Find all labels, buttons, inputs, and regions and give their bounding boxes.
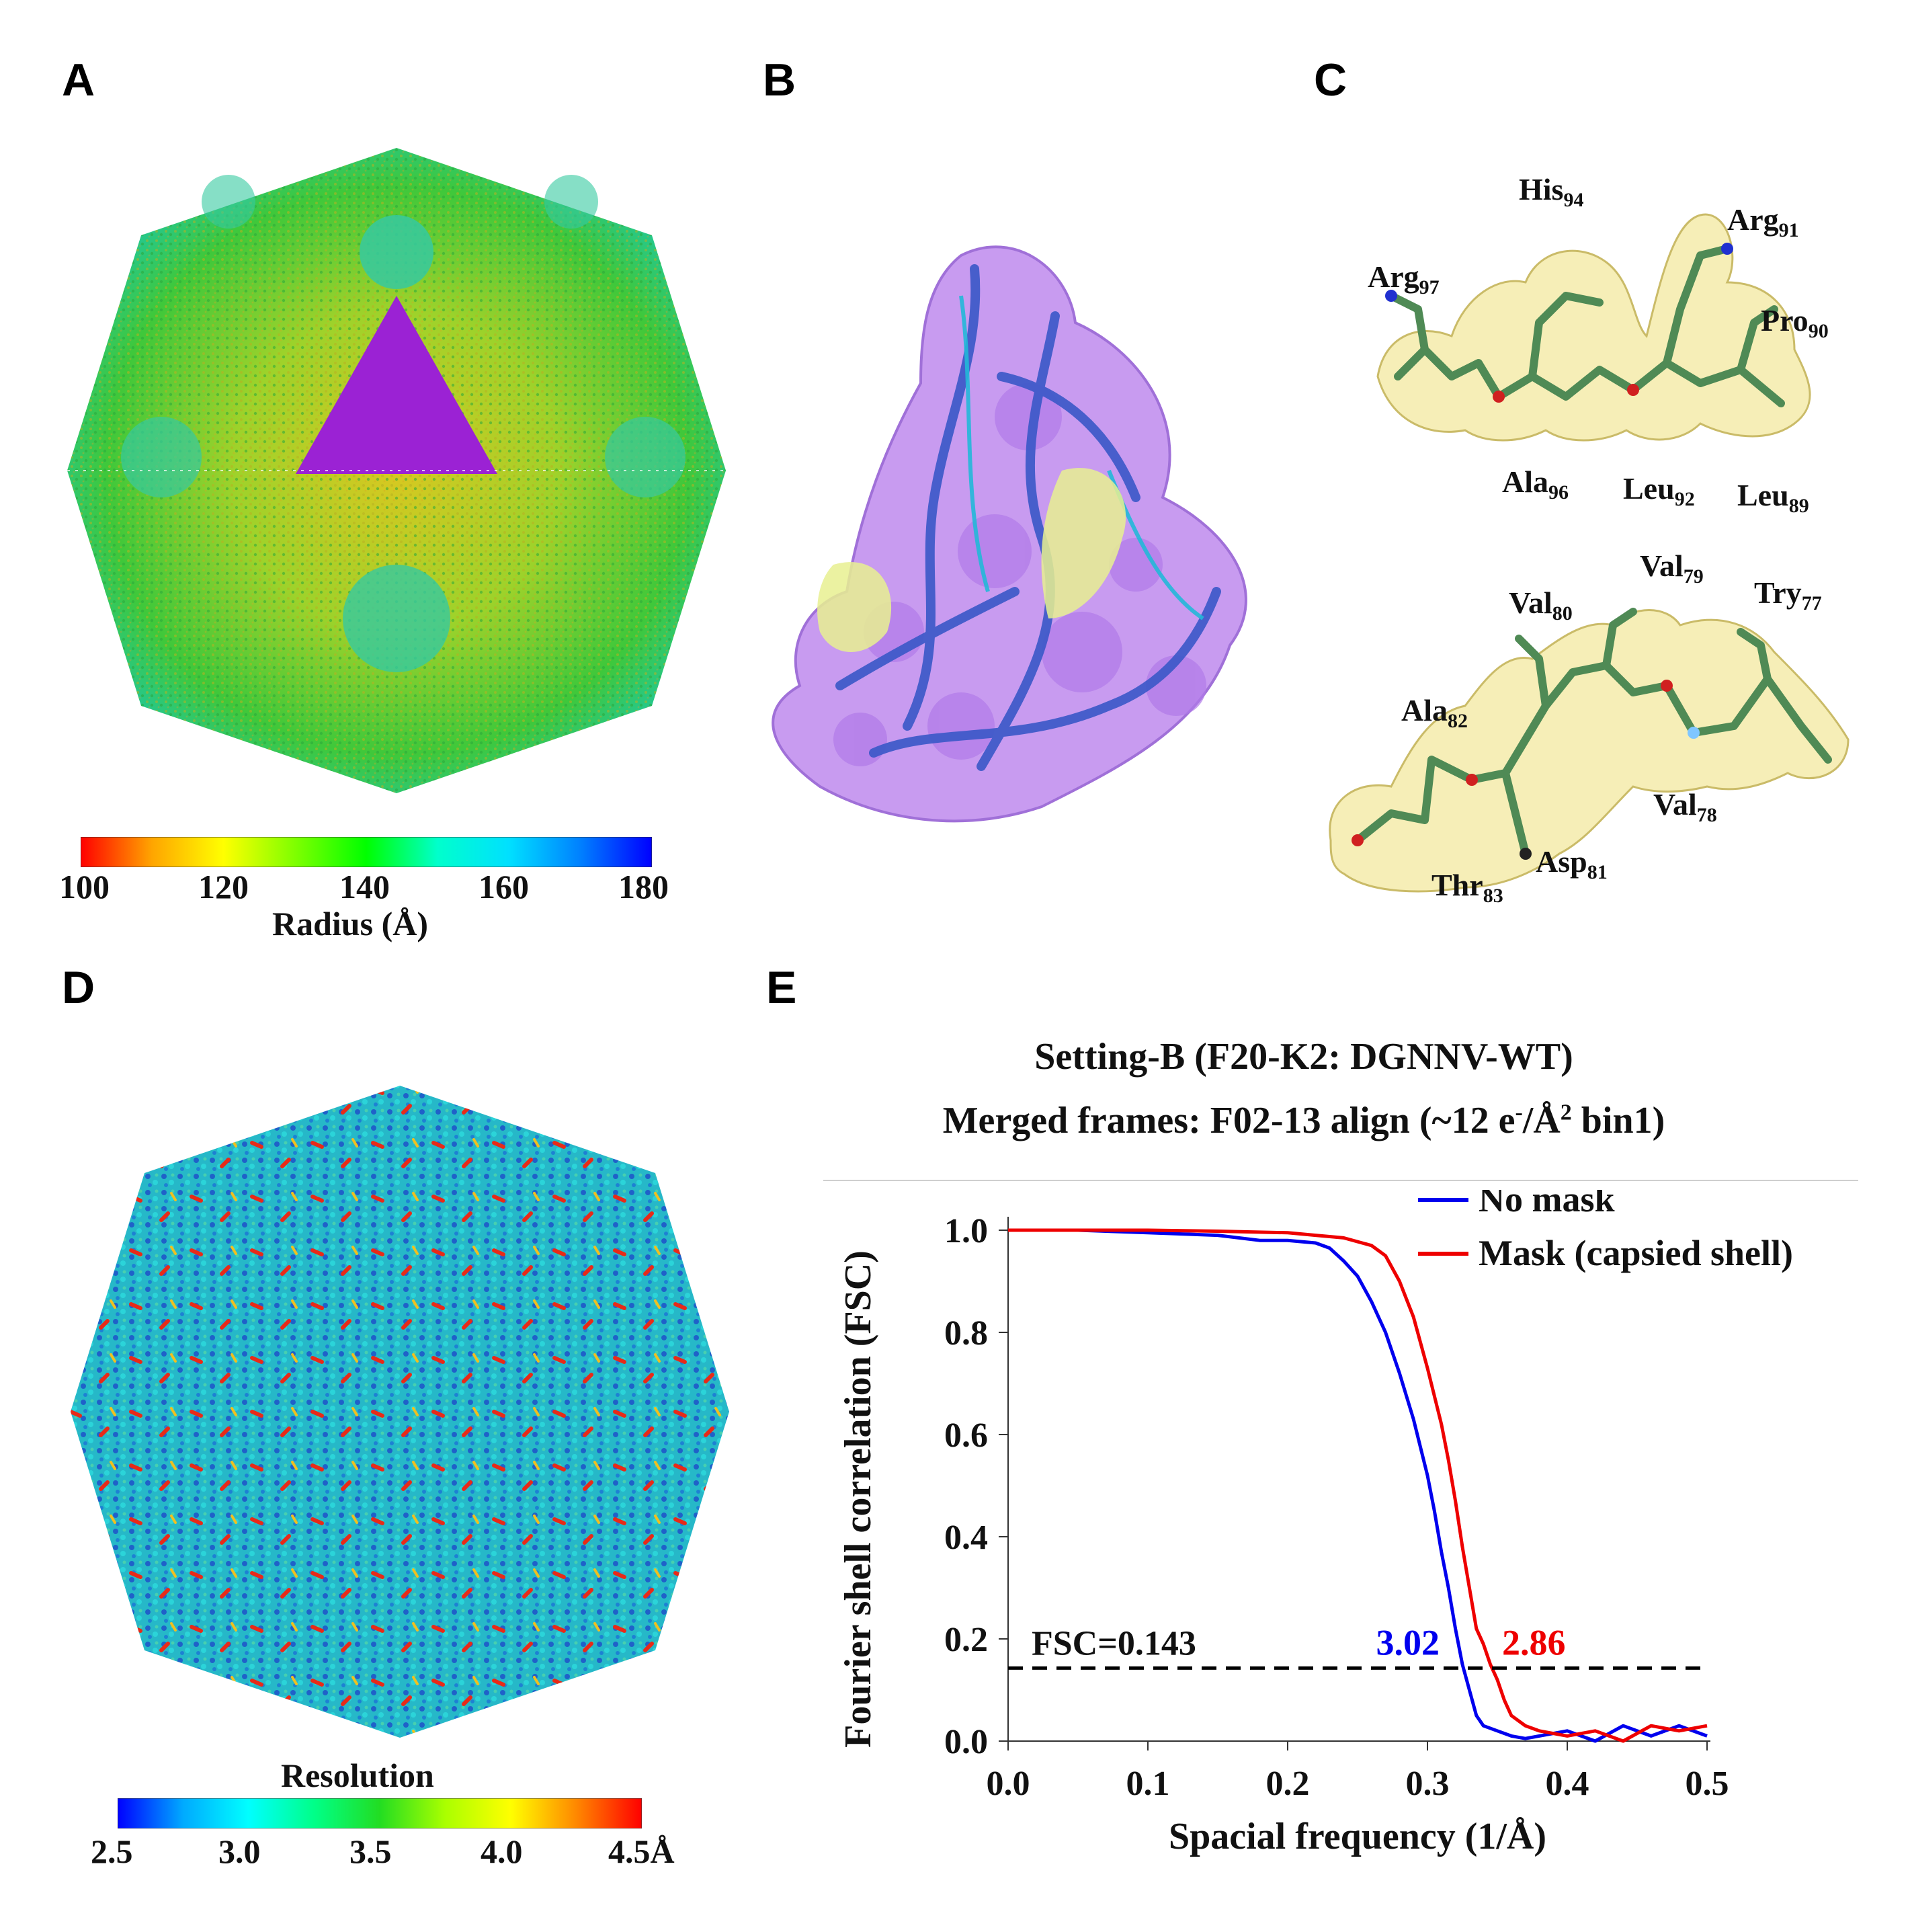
capsid-radius-map — [67, 148, 726, 793]
fsc-crossing-label-1: 2.86 — [1502, 1622, 1566, 1662]
fsc-chart: 0.0 0.1 0.2 0.3 0.4 0.5 0.0 0.2 0.4 0.6 0.8 1.0 Spac… — [837, 1190, 1793, 1857]
capsid-local-resolution-map — [71, 1086, 729, 1738]
fsc-series-line-0 — [1008, 1228, 1708, 1743]
y-tick-label: 1.0 — [944, 1212, 988, 1250]
residue-label-ala82: Ala82 — [1401, 693, 1468, 733]
residue-label-leu92: Leu92 — [1623, 471, 1695, 511]
highlighted-density-1 — [1041, 468, 1126, 618]
y-axis-label: Fourier shell correlation (FSC) — [837, 1250, 879, 1748]
residues-density-bottom — [1329, 608, 1850, 893]
residue-label-arg97: Arg97 — [1368, 259, 1440, 299]
y-tick-label: 0.8 — [944, 1314, 988, 1353]
radius-tick-100: 100 — [59, 868, 110, 905]
fsc-series — [1008, 1228, 1708, 1743]
y-tick-label: 0.0 — [944, 1723, 988, 1761]
x-tick-label: 0.1 — [1126, 1765, 1170, 1803]
residue-label-thr83: Thr83 — [1431, 868, 1503, 908]
radius-colorbar — [81, 837, 652, 867]
legend-label-1: Mask (capsied shell) — [1479, 1233, 1793, 1273]
residue-label-arg91: Arg91 — [1727, 202, 1799, 242]
resolution-tick-4-5: 4.5Å — [608, 1833, 675, 1870]
x-tick-label: 0.4 — [1546, 1765, 1589, 1803]
resolution-tick-4-0: 4.0 — [481, 1833, 523, 1870]
asymmetric-unit-triangle — [296, 296, 497, 474]
density-mesh-top — [1376, 213, 1811, 442]
fsc-threshold-label: FSC=0.143 — [1032, 1624, 1196, 1662]
residue-label-ala96: Ala96 — [1502, 465, 1569, 504]
panel-label-c: C — [1314, 54, 1347, 106]
y-tick-label: 0.4 — [944, 1519, 988, 1557]
x-tick-label: 0.5 — [1686, 1765, 1729, 1803]
y-tick-label: 0.6 — [944, 1416, 988, 1455]
residue-label-his94: His94 — [1519, 172, 1584, 212]
radius-tick-120: 120 — [198, 868, 249, 905]
fsc-annotations: FSC=0.143 3.02 2.86 — [1008, 1622, 1707, 1670]
resolution-tick-3-5: 3.5 — [349, 1833, 392, 1870]
x-tick-label: 0.3 — [1406, 1765, 1450, 1803]
fsc-title-line2: Merged frames: F02-13 align (~12 e-/Å2 b… — [942, 1100, 1665, 1141]
residue-label-val79: Val79 — [1640, 549, 1704, 588]
residue-label-pro90: Pro90 — [1761, 303, 1829, 343]
panel-label-a: A — [62, 54, 95, 106]
x-tick-label: 0.2 — [1266, 1765, 1310, 1803]
fsc-ticks: 0.0 0.1 0.2 0.3 0.4 0.5 0.0 0.2 0.4 0.6 0.8 1.0 Spac… — [837, 1212, 1729, 1857]
resolution-tick-2-5: 2.5 — [91, 1833, 133, 1870]
density-mesh-bottom — [1329, 609, 1850, 893]
legend-label-0: No mask — [1479, 1190, 1615, 1219]
residue-label-val78: Val78 — [1653, 787, 1717, 827]
radius-tick-160: 160 — [479, 868, 529, 905]
panel-label-d: D — [62, 962, 95, 1013]
residue-label-asp81: Asp81 — [1536, 844, 1608, 884]
x-tick-label: 0.0 — [987, 1765, 1030, 1803]
residue-label-try77: Try77 — [1754, 575, 1822, 615]
fsc-legend: No mask Mask (capsied shell) — [1418, 1190, 1793, 1273]
x-axis-label: Spacial frequency (1/Å) — [1169, 1816, 1546, 1857]
y-tick-label: 0.2 — [944, 1621, 988, 1659]
resolution-colorbar — [118, 1798, 642, 1828]
residues-density-top — [1376, 213, 1811, 442]
title-divider — [823, 1180, 1858, 1181]
residue-label-leu89: Leu89 — [1737, 478, 1809, 518]
fsc-crossing-label-0: 3.02 — [1376, 1622, 1440, 1662]
protein-density-ribbon — [772, 245, 1247, 823]
fsc-series-line-1 — [1008, 1228, 1708, 1743]
panel-label-b: B — [763, 54, 796, 106]
radius-tick-180: 180 — [618, 868, 669, 905]
panel-label-e: E — [766, 962, 797, 1013]
highlighted-density-2 — [817, 562, 892, 652]
resolution-colorbar-title: Resolution — [281, 1757, 434, 1794]
resolution-tick-3-0: 3.0 — [218, 1833, 261, 1870]
residue-label-val80: Val80 — [1509, 586, 1573, 625]
radius-colorbar-title: Radius (Å) — [272, 905, 428, 942]
radius-tick-140: 140 — [339, 868, 390, 905]
fsc-title-line1: Setting-B (F20-K2: DGNNV-WT) — [1034, 1036, 1573, 1078]
